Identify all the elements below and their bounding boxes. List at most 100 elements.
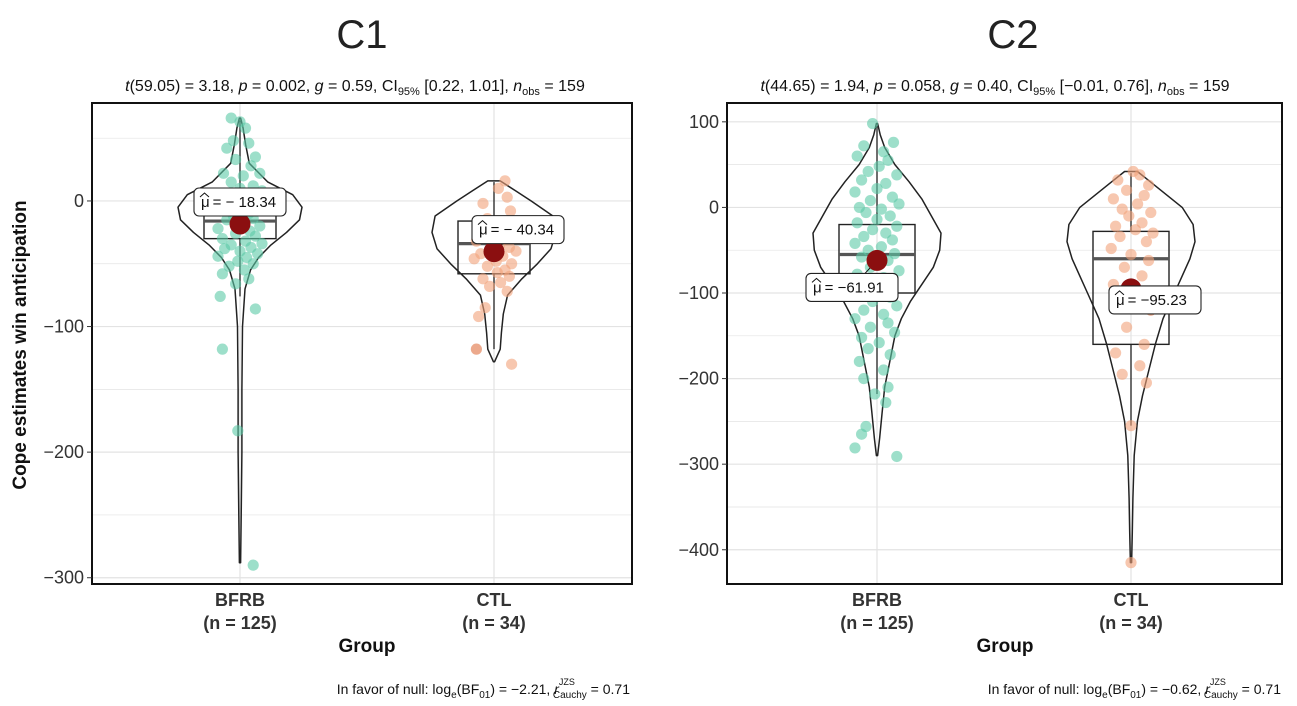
data-point	[889, 326, 901, 338]
data-point	[882, 317, 894, 329]
stats-n-value: = 159	[540, 78, 585, 95]
data-point	[501, 191, 513, 203]
data-point	[506, 358, 518, 370]
caption-prefix: In favor of null: log	[988, 681, 1102, 697]
data-point	[219, 243, 231, 255]
data-point	[851, 150, 863, 162]
mean-label-text: μ = − 40.34	[479, 222, 554, 239]
data-point	[856, 428, 868, 440]
data-point	[212, 250, 224, 262]
mean-dot	[483, 241, 505, 263]
panel-c2: C2 t(44.65) = 1.94, p = 0.058, g = 0.40,…	[678, 13, 1283, 701]
mean-hat	[811, 277, 822, 283]
data-point	[875, 203, 888, 215]
stats-p-symbol: p	[873, 78, 883, 95]
caption-e-subscript: e	[451, 690, 457, 701]
y-tick-label: 100	[689, 112, 719, 132]
stats-subtitle: t(44.65) = 1.94, p = 0.058, g = 0.40, CI…	[760, 78, 1229, 98]
caption-bf: (BF	[1108, 681, 1131, 697]
data-point	[249, 303, 261, 315]
y-tick-label: −300	[678, 454, 719, 474]
data-point	[882, 154, 894, 166]
data-point	[891, 169, 903, 181]
data-point	[873, 337, 885, 349]
stats-g-value: = 0.40,	[959, 78, 1017, 95]
mean-value: = − 18.34	[213, 194, 276, 211]
data-point	[484, 280, 496, 292]
data-point	[851, 217, 863, 229]
data-point	[1136, 270, 1148, 282]
x-axis-label: Group	[339, 636, 396, 657]
data-point	[214, 290, 226, 303]
data-point	[1116, 368, 1128, 380]
data-point	[1140, 236, 1152, 248]
data-point	[473, 310, 485, 323]
caption-bf-value: ) = −2.21,	[490, 681, 554, 697]
data-point	[1129, 224, 1141, 236]
mean-label-box	[805, 272, 899, 302]
stats-p-symbol: p	[238, 78, 248, 95]
data-point	[858, 304, 870, 316]
data-point	[247, 258, 259, 270]
data-point	[1134, 169, 1146, 181]
caption-bf-subscript: 01	[479, 690, 491, 701]
data-point	[875, 241, 888, 253]
mean-symbol: μ	[813, 279, 822, 296]
stats-t-symbol: t	[125, 78, 130, 95]
mean-label-text: μ = −95.23	[1116, 292, 1187, 309]
data-point	[252, 248, 264, 260]
data-point	[217, 167, 230, 179]
data-point	[479, 302, 491, 314]
panel-title: C1	[336, 13, 387, 57]
plot-frame	[726, 102, 1283, 585]
data-point	[1138, 338, 1150, 350]
data-point	[1110, 347, 1122, 359]
caption-r-value: = 0.71	[1238, 681, 1281, 697]
mean-symbol: μ	[479, 222, 488, 239]
data-point	[873, 160, 885, 172]
data-point	[1147, 227, 1159, 239]
x-tick-bfrb-n: (n = 125)	[203, 613, 277, 633]
data-point	[882, 381, 894, 393]
data-point	[1112, 174, 1124, 186]
caption-e-subscript: e	[1102, 690, 1108, 701]
data-point	[225, 112, 237, 124]
mean-hat	[1114, 290, 1125, 296]
mean-label-text: μ = − 18.34	[201, 194, 276, 211]
data-point	[1138, 189, 1150, 202]
data-point	[878, 146, 890, 158]
stats-n-subscript: obs	[522, 86, 540, 98]
caption-r-subscript: Cauchy	[1204, 690, 1238, 701]
mean-label-box	[471, 215, 565, 245]
data-point	[1132, 198, 1144, 210]
data-point	[245, 160, 257, 172]
data-point	[867, 224, 879, 236]
group-means: μ = −61.91μ = −95.23	[805, 249, 1202, 315]
data-point	[492, 182, 504, 194]
y-axis-ticks: 0 −100 −200 −300	[43, 191, 92, 588]
data-point	[223, 260, 235, 272]
violin-bfrb	[177, 117, 303, 564]
data-point	[254, 220, 266, 232]
data-point	[856, 251, 868, 263]
caption-r-subscript: Cauchy	[553, 690, 587, 701]
mean-label-box	[193, 187, 287, 217]
data-point	[247, 559, 259, 571]
violins	[812, 122, 1196, 564]
y-tick-label: −100	[43, 317, 84, 337]
bayes-caption: In favor of null: loge(BF01) = −0.62, rJ…	[988, 677, 1281, 701]
violin-bfrb	[812, 122, 942, 457]
y-tick-label: −200	[43, 442, 84, 462]
data-point	[254, 167, 266, 179]
data-point	[871, 213, 883, 225]
stats-subtitle: t(59.05) = 3.18, p = 0.002, g = 0.59, CI…	[125, 78, 585, 98]
data-point	[504, 205, 517, 217]
data-point	[239, 122, 252, 134]
y-tick-label: −200	[678, 369, 719, 389]
data-point	[893, 265, 905, 277]
data-point	[238, 264, 250, 276]
data-point	[495, 276, 507, 289]
stats-t-value: (44.65) = 1.94,	[765, 78, 874, 95]
y-tick-label: −100	[678, 283, 719, 303]
